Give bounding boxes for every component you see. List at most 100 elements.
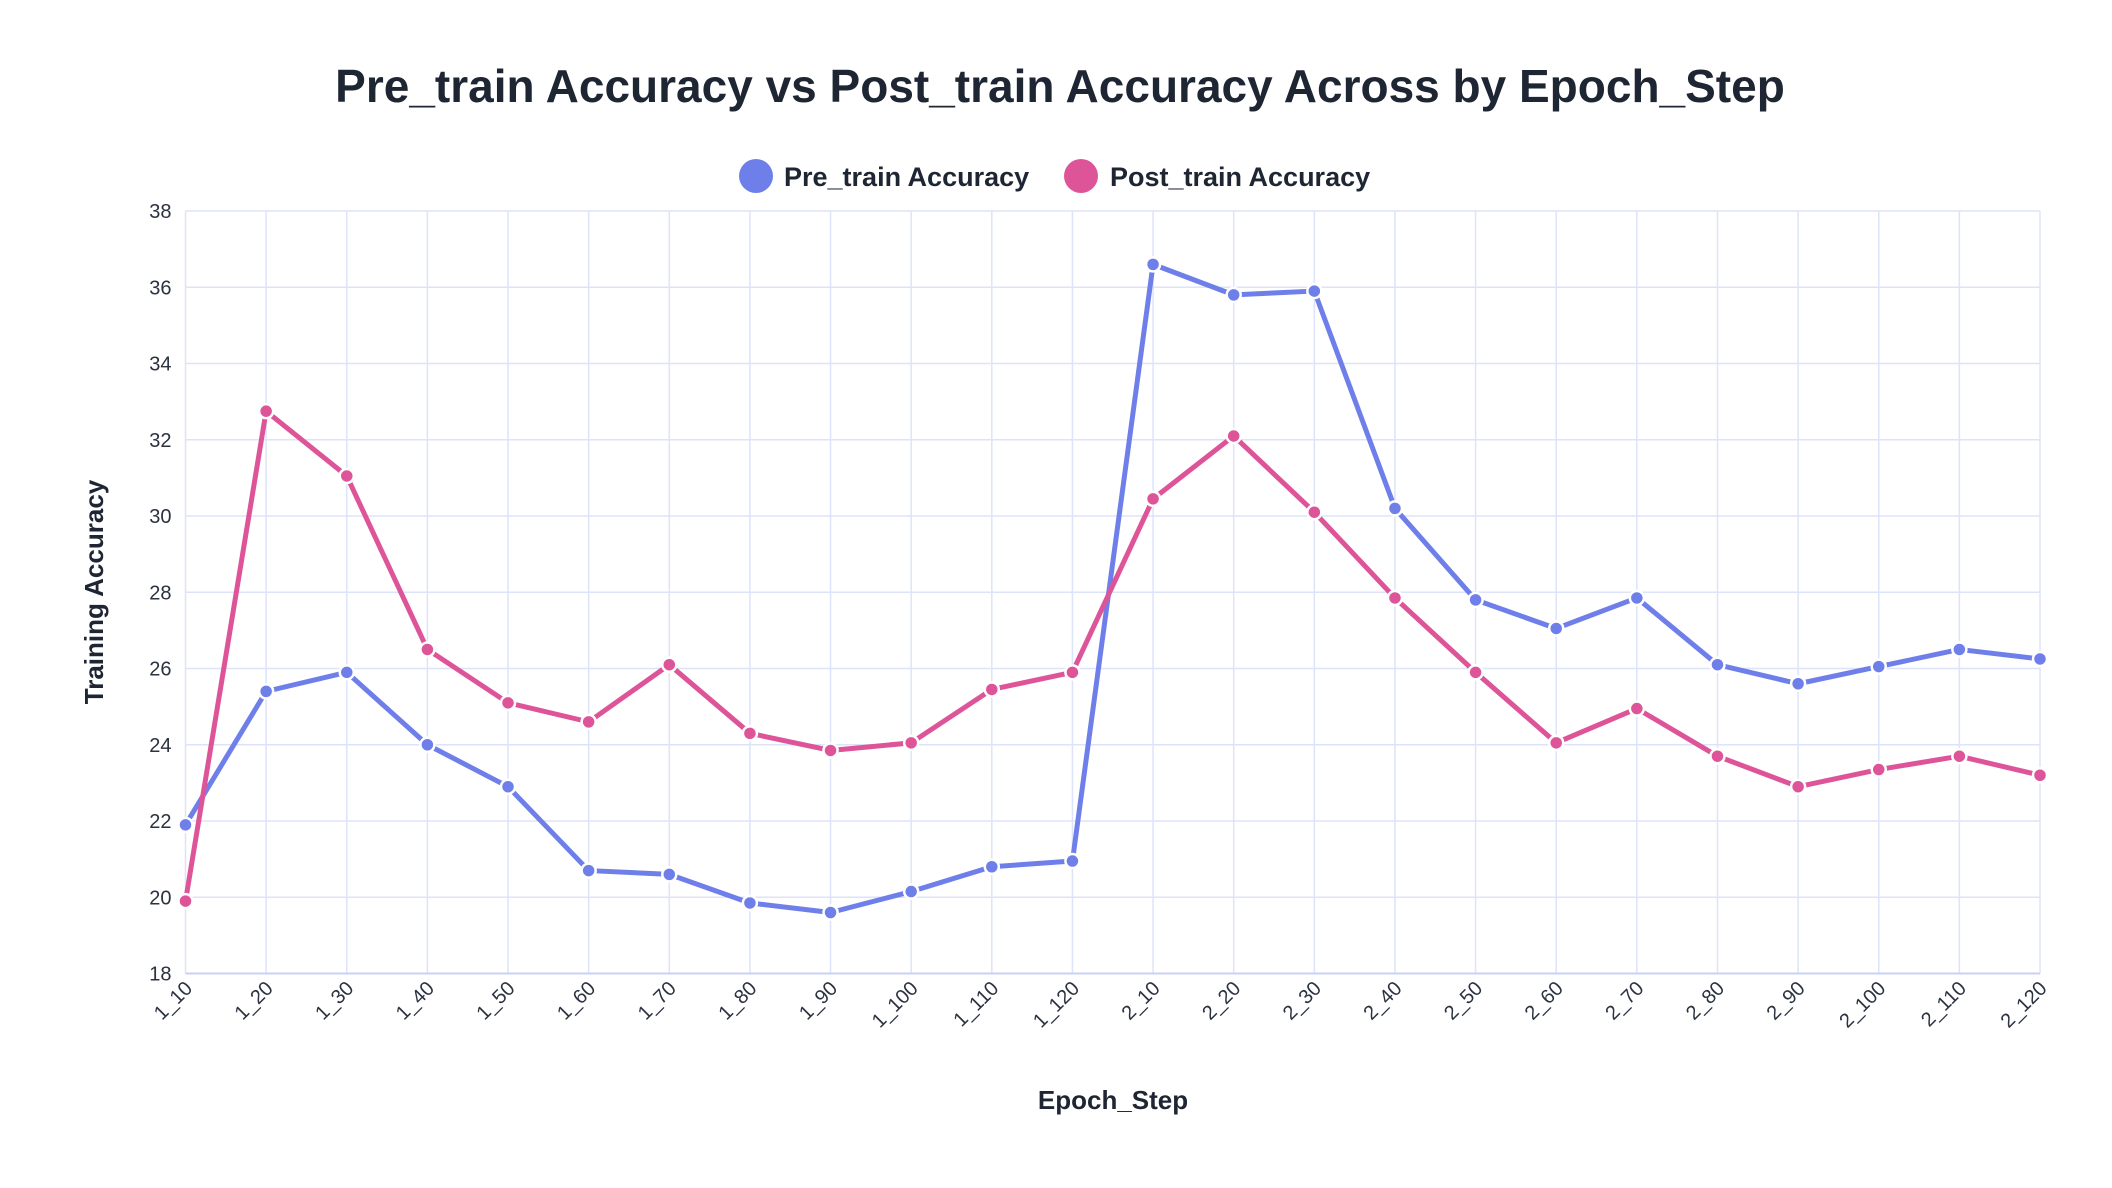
data-point[interactable] [1547, 734, 1565, 752]
x-tick-label: 2_50 [1440, 977, 1487, 1024]
legend-item-post-train[interactable]: Post_train Accuracy [1064, 159, 1370, 193]
data-point[interactable] [1386, 589, 1404, 607]
data-point[interactable] [177, 892, 194, 910]
series-line [183, 408, 2041, 902]
data-point[interactable] [1709, 747, 1726, 765]
y-tick-label: 26 [149, 659, 171, 681]
data-point[interactable] [1144, 256, 1162, 273]
data-point[interactable] [419, 736, 436, 753]
data-point[interactable] [499, 778, 517, 795]
y-tick-label: 34 [149, 354, 171, 376]
series-line [183, 261, 2041, 915]
x-tick-label: 1_110 [950, 977, 1004, 1031]
y-tick-label: 32 [149, 430, 171, 452]
x-tick-label: 1_90 [795, 977, 842, 1024]
x-axis-ticks: 1_10 1_20 1_30 1_40 1_50 1_60 1_70 1_80 1_90 1_10… [150, 977, 2052, 1032]
y-tick-label: 24 [149, 735, 171, 757]
y-tick-label: 30 [149, 506, 171, 528]
legend: Pre_train Accuracy Post_train Accuracy [739, 159, 1370, 193]
x-tick-label: 2_90 [1763, 977, 1810, 1024]
data-point[interactable] [822, 742, 839, 759]
data-point[interactable] [1709, 656, 1726, 673]
data-point[interactable] [2031, 767, 2049, 784]
x-tick-label: 2_60 [1521, 977, 1568, 1024]
gridlines [184, 210, 2041, 975]
data-point[interactable] [1789, 675, 1807, 692]
x-tick-label: 1_120 [1029, 977, 1084, 1032]
legend-marker-pre-train [739, 159, 773, 193]
data-point[interactable] [580, 713, 597, 731]
data-point[interactable] [902, 883, 920, 900]
data-point[interactable] [1225, 427, 1242, 445]
x-tick-label: 1_60 [553, 977, 600, 1024]
data-point[interactable] [338, 664, 356, 681]
y-tick-label: 22 [149, 811, 171, 833]
x-tick-label: 2_70 [1601, 977, 1648, 1024]
data-point[interactable] [1951, 641, 1968, 658]
x-tick-label: 2_110 [1917, 977, 1971, 1031]
x-axis-title: Epoch_Step [1038, 1085, 1188, 1115]
data-point[interactable] [1870, 761, 1887, 778]
x-tick-label: 1_40 [392, 977, 439, 1024]
data-point[interactable] [1628, 700, 1646, 717]
y-tick-label: 36 [149, 277, 171, 299]
data-point[interactable] [1951, 747, 1968, 765]
data-point[interactable] [902, 734, 920, 752]
y-axis-title: Training Accuracy [79, 479, 109, 704]
legend-marker-post-train [1064, 159, 1098, 193]
x-tick-label: 1_50 [473, 977, 520, 1024]
x-tick-label: 2_100 [1835, 977, 1890, 1032]
data-point[interactable] [1225, 286, 1242, 304]
legend-label-pre-train: Pre_train Accuracy [784, 162, 1029, 192]
data-point[interactable] [338, 467, 356, 485]
y-tick-label: 38 [149, 201, 171, 223]
data-point[interactable] [661, 656, 678, 673]
data-point[interactable] [419, 641, 436, 658]
x-tick-label: 1_70 [634, 977, 681, 1024]
data-point[interactable] [580, 862, 597, 879]
data-point[interactable] [1870, 658, 1887, 675]
data-point[interactable] [661, 866, 678, 883]
legend-item-pre-train[interactable]: Pre_train Accuracy [739, 159, 1029, 193]
x-tick-label: 2_20 [1198, 977, 1245, 1024]
y-tick-label: 20 [149, 887, 171, 909]
x-tick-label: 1_30 [311, 977, 358, 1024]
x-tick-label: 1_20 [231, 977, 278, 1024]
data-point[interactable] [1144, 490, 1162, 508]
y-axis-ticks: 18 20 22 24 26 28 30 32 34 36 38 [149, 201, 171, 986]
data-point[interactable] [1547, 620, 1565, 637]
x-tick-label: 2_30 [1279, 977, 1326, 1024]
legend-label-post-train: Post_train Accuracy [1110, 162, 1370, 192]
data-point[interactable] [1306, 503, 1323, 521]
x-tick-label: 2_120 [1997, 977, 2052, 1032]
data-point[interactable] [1306, 282, 1323, 300]
data-point[interactable] [499, 694, 517, 712]
data-point[interactable] [1064, 664, 1081, 681]
data-point[interactable] [741, 894, 759, 912]
x-tick-label: 2_10 [1118, 977, 1165, 1024]
x-tick-label: 1_80 [714, 977, 761, 1024]
x-tick-label: 2_80 [1682, 977, 1729, 1024]
y-tick-label: 18 [149, 964, 171, 986]
y-tick-label: 28 [149, 582, 171, 604]
data-point[interactable] [1628, 589, 1646, 607]
data-point[interactable] [822, 904, 839, 921]
x-tick-label: 2_40 [1359, 977, 1406, 1024]
data-point[interactable] [257, 402, 275, 420]
data-point[interactable] [1064, 852, 1081, 870]
data-point[interactable] [1467, 664, 1484, 681]
series-pre-train [177, 256, 2049, 921]
data-point[interactable] [1467, 591, 1484, 609]
data-point[interactable] [1789, 778, 1807, 795]
data-point[interactable] [983, 681, 1001, 698]
chart-title: Pre_train Accuracy vs Post_train Accurac… [335, 60, 1785, 112]
x-tick-label: 1_100 [868, 977, 923, 1032]
data-point[interactable] [257, 683, 275, 700]
series-layer [177, 256, 2049, 921]
data-point[interactable] [983, 858, 1001, 875]
data-point[interactable] [741, 725, 759, 742]
data-point[interactable] [2031, 650, 2049, 668]
data-point[interactable] [177, 816, 194, 834]
data-point[interactable] [1386, 500, 1404, 517]
series-post-train [177, 402, 2049, 910]
